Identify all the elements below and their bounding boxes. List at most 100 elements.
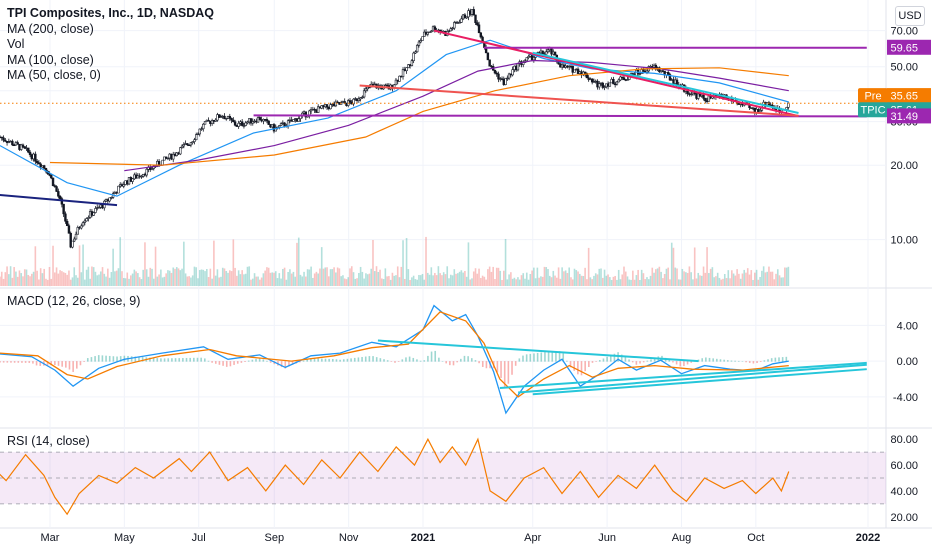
volume-bar — [6, 266, 8, 286]
candle-body — [525, 57, 528, 62]
candle-body — [601, 82, 604, 88]
volume-bar — [720, 279, 723, 286]
volume-bar — [59, 270, 61, 286]
volume-bar — [536, 267, 539, 286]
candle-body — [495, 72, 498, 75]
candle-body — [65, 220, 69, 227]
macd-histogram-bar — [321, 358, 323, 362]
volume-bar — [262, 273, 265, 286]
price-tick-label: 10.00 — [890, 235, 918, 247]
volume-bar — [227, 272, 229, 286]
volume-bar — [453, 269, 456, 286]
macd-histogram-bar — [672, 361, 674, 363]
volume-bar — [382, 279, 385, 286]
volume-bar — [449, 274, 452, 286]
macd-histogram-bar — [544, 352, 546, 362]
volume-bar — [340, 276, 342, 286]
trend-line — [532, 51, 799, 115]
volume-bar — [554, 275, 556, 286]
macd-title[interactable]: MACD (12, 26, close, 9) — [7, 294, 141, 308]
candle-body — [244, 122, 247, 126]
candle-body — [225, 117, 228, 120]
candle-body — [583, 71, 587, 74]
legend-ma200[interactable]: MA (200, close) — [7, 21, 94, 36]
volume-bar — [251, 278, 254, 286]
candle-body — [474, 14, 477, 24]
candle-body — [283, 122, 286, 127]
volume-bar — [603, 269, 606, 286]
macd-histogram-bar — [763, 360, 766, 362]
macd-histogram-bar — [573, 361, 575, 371]
volume-bar — [112, 248, 114, 286]
macd-histogram-bar — [288, 361, 290, 367]
volume-bar — [669, 279, 671, 286]
volume-bar — [472, 271, 475, 286]
legend-ma50[interactable]: MA (50, close, 0) — [7, 68, 101, 82]
currency-button[interactable]: USD — [895, 6, 925, 26]
macd-histogram-bar — [478, 361, 480, 364]
macd-histogram-bar — [540, 352, 543, 362]
legend-ma100[interactable]: MA (100, close) — [7, 52, 94, 67]
candle-body — [34, 153, 37, 162]
volume-bar — [589, 277, 592, 286]
volume-bar — [594, 273, 597, 286]
volume-bar — [616, 279, 618, 286]
price-label-title-box — [858, 88, 888, 104]
legend-vol[interactable]: Vol — [7, 37, 25, 51]
macd-histogram-bar — [196, 357, 199, 362]
rsi-title[interactable]: RSI (14, close) — [7, 434, 90, 448]
volume-bar — [686, 272, 689, 286]
volume-bar — [181, 268, 183, 286]
macd-histogram-bar — [566, 360, 568, 362]
candle-body — [477, 24, 481, 34]
volume-bar — [144, 242, 146, 286]
volume-bar — [655, 269, 657, 286]
candle-body — [497, 73, 500, 80]
volume-bar — [619, 279, 622, 286]
volume-bar — [198, 270, 201, 286]
volume-bar — [787, 266, 790, 286]
candle-body — [666, 71, 670, 75]
volume-bar — [441, 275, 443, 286]
volume-bar — [305, 276, 307, 286]
volume-bar — [207, 277, 210, 286]
volume-bar — [246, 266, 249, 286]
volume-bar — [260, 277, 263, 286]
candle-body — [359, 97, 362, 100]
macd-histogram-bar — [50, 361, 53, 366]
candle-body — [94, 208, 97, 213]
volume-bar — [114, 271, 116, 286]
volume-bar — [165, 273, 167, 286]
volume-bar — [85, 269, 88, 286]
volume-bar — [276, 278, 279, 286]
candle-body — [590, 78, 594, 83]
volume-bar — [768, 266, 770, 286]
macd-histogram-bar — [350, 358, 352, 362]
rsi-line — [0, 437, 790, 516]
volume-bar — [301, 276, 304, 286]
candle-body — [76, 227, 79, 235]
volume-bar — [230, 271, 233, 286]
macd-histogram-bar — [0, 361, 1, 363]
volume-bar — [68, 270, 70, 286]
volume-bar — [780, 277, 783, 286]
macd-histogram-bar — [770, 358, 773, 362]
volume-bar — [639, 279, 641, 286]
candle-body — [193, 139, 196, 142]
volume-bar — [191, 275, 194, 286]
volume-bar — [149, 267, 152, 286]
volume-bar — [372, 239, 374, 286]
volume-bar — [522, 273, 525, 286]
volume-bar — [752, 279, 754, 286]
volume-bar — [748, 274, 751, 286]
volume-bar — [2, 278, 5, 286]
volume-bar — [745, 272, 747, 286]
macd-histogram-bar — [653, 358, 656, 362]
volume-bar — [421, 273, 424, 286]
volume-bar — [27, 274, 30, 286]
volume-bar — [122, 277, 125, 286]
macd-histogram-bar — [262, 359, 265, 362]
volume-bar — [184, 273, 187, 286]
volume-bar — [548, 275, 551, 286]
